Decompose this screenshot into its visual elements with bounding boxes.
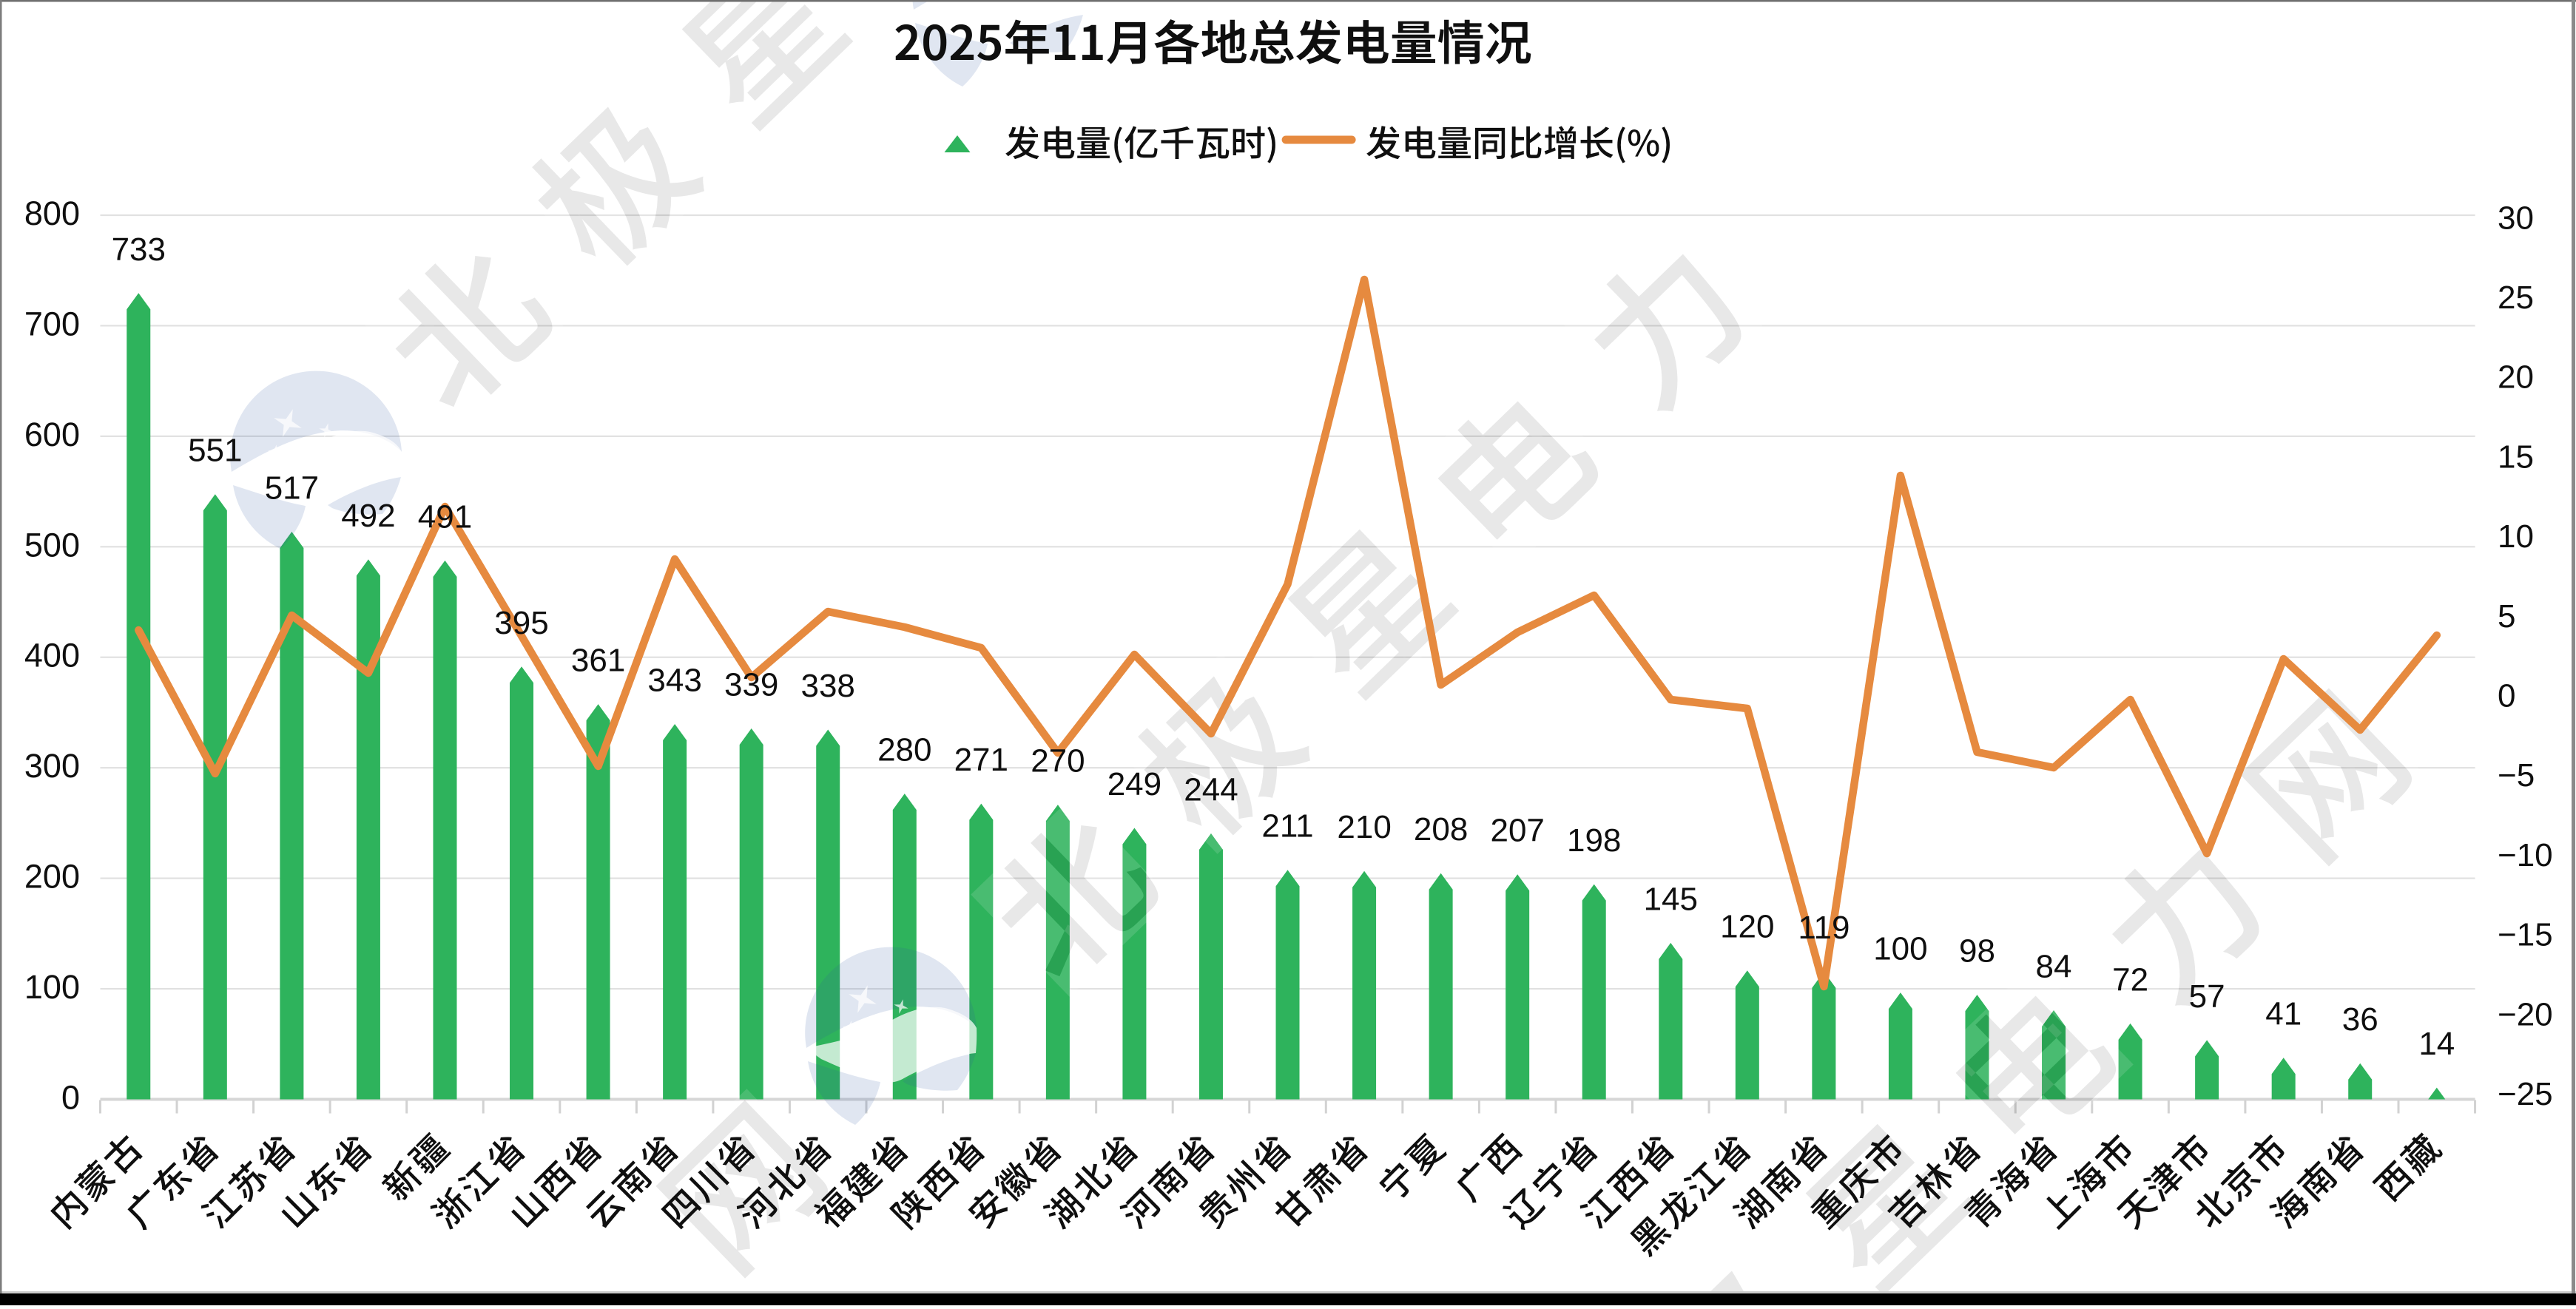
svg-text:207: 207 <box>1490 813 1544 849</box>
svg-text:300: 300 <box>24 747 80 785</box>
svg-text:198: 198 <box>1567 822 1621 859</box>
svg-text:800: 800 <box>24 195 80 232</box>
svg-text:15: 15 <box>2498 439 2534 475</box>
svg-text:119: 119 <box>1798 910 1850 946</box>
svg-text:14: 14 <box>2418 1026 2455 1062</box>
svg-text:72: 72 <box>2112 961 2148 998</box>
svg-text:−20: −20 <box>2498 996 2553 1032</box>
svg-text:−10: −10 <box>2498 837 2553 873</box>
svg-text:57: 57 <box>2189 978 2225 1015</box>
svg-text:271: 271 <box>954 742 1008 778</box>
svg-text:36: 36 <box>2342 1001 2378 1038</box>
svg-text:−5: −5 <box>2498 757 2535 794</box>
svg-text:211: 211 <box>1261 808 1313 845</box>
svg-text:0: 0 <box>2498 678 2515 714</box>
svg-text:395: 395 <box>494 605 548 641</box>
svg-text:700: 700 <box>24 305 80 342</box>
svg-text:98: 98 <box>1959 933 1995 970</box>
svg-text:517: 517 <box>265 470 319 507</box>
svg-text:20: 20 <box>2498 359 2534 396</box>
svg-text:339: 339 <box>724 667 778 703</box>
svg-text:0: 0 <box>61 1079 80 1117</box>
svg-text:338: 338 <box>800 668 854 704</box>
svg-text:733: 733 <box>112 231 166 268</box>
svg-text:491: 491 <box>418 498 472 535</box>
svg-text:41: 41 <box>2265 996 2302 1032</box>
svg-text:400: 400 <box>24 637 80 674</box>
svg-text:10: 10 <box>2498 518 2534 555</box>
svg-text:500: 500 <box>24 526 80 564</box>
svg-text:−15: −15 <box>2498 917 2553 953</box>
svg-text:120: 120 <box>1720 909 1774 945</box>
svg-text:600: 600 <box>24 416 80 453</box>
svg-text:145: 145 <box>1644 881 1698 917</box>
svg-text:249: 249 <box>1107 766 1161 802</box>
svg-text:208: 208 <box>1414 811 1468 848</box>
svg-text:30: 30 <box>2498 200 2534 236</box>
svg-text:244: 244 <box>1184 771 1238 808</box>
svg-text:100: 100 <box>1873 931 1927 967</box>
svg-text:280: 280 <box>877 732 931 768</box>
svg-text:84: 84 <box>2036 949 2072 985</box>
svg-text:25: 25 <box>2498 280 2534 316</box>
svg-text:−25: −25 <box>2498 1076 2553 1112</box>
svg-text:270: 270 <box>1031 743 1085 779</box>
svg-text:5: 5 <box>2498 598 2515 635</box>
svg-text:551: 551 <box>188 433 242 469</box>
svg-text:361: 361 <box>571 643 625 679</box>
svg-text:210: 210 <box>1337 809 1391 845</box>
svg-text:100: 100 <box>24 968 80 1006</box>
svg-text:343: 343 <box>647 663 701 699</box>
svg-text:492: 492 <box>341 498 395 534</box>
svg-text:200: 200 <box>24 858 80 896</box>
